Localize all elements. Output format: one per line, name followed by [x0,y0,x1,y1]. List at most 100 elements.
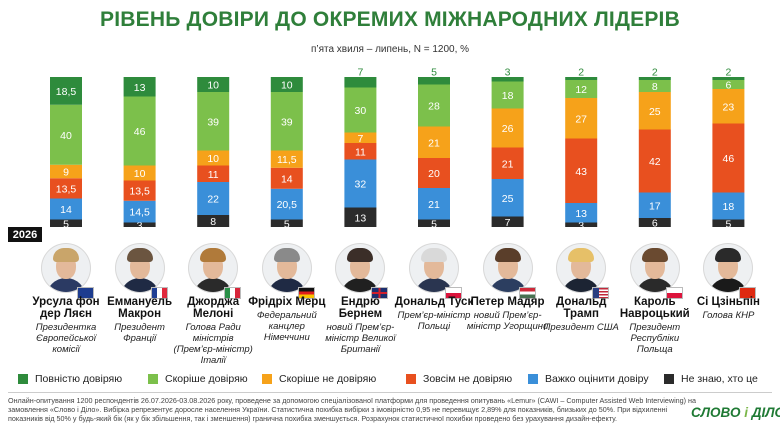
eu-flag-icon [77,287,94,299]
data-label-no_trust-7: 43 [575,166,587,178]
leader-name: Джорджа Мелоні [187,296,240,320]
leader-photo-icon [410,244,458,292]
bar-segment-no_trust-0 [50,178,82,199]
data-label-full_trust-3: 10 [281,80,293,92]
leader-role: новий Прем’єр-міністр Великої Британії [325,322,396,355]
bar-segment-rather_not-1 [123,165,156,181]
legend-label: Важко оцінити довіру [545,373,649,385]
leader-card-1: Еммануель Макрон Президент Франції [98,244,182,344]
data-label-rather_trust-0: 40 [60,130,72,142]
data-label-full_trust-1: 13 [134,82,146,94]
bar-segment-dont_know-1 [123,222,156,227]
data-label-rather_not-8: 25 [649,106,661,118]
photo-hair [421,248,447,262]
data-label-rather_not-1: 10 [134,168,146,180]
data-label-rather_trust-1: 46 [134,126,146,138]
data-label-hard-1: 14,5 [129,207,150,219]
data-label-rather_trust-7: 12 [575,84,587,96]
data-label-rather_trust-3: 39 [281,116,293,128]
data-label-rather_trust-2: 39 [207,116,219,128]
bar-segment-dont_know-5 [418,219,450,227]
bar-segment-rather_trust-4 [344,87,377,133]
bar-segment-full_trust-4 [344,77,377,88]
data-label-no_trust-0: 13,5 [56,183,77,195]
legend-label: Зовсім не довіряю [423,373,513,385]
data-label-dont_know-1: 3 [137,220,143,230]
leader-role: Голова Ради міністрів (Прем’єр-міністр) … [173,322,253,366]
bar-segment-rather_not-4 [344,132,377,143]
bar-segment-hard-3 [270,188,303,220]
slovo-i-dilo-logo: СЛОВО і ДІЛО [691,405,780,420]
bar-segment-rather_trust-5 [418,84,450,127]
data-label-dont_know-0: 5 [63,218,69,230]
data-label-no_trust-2: 11 [208,169,219,181]
bar-segment-rather_trust-7 [565,80,598,98]
bar-segment-rather_not-9 [712,89,745,124]
leader-role: новий Прем’єр-міністр Угорщини [466,310,549,332]
bar-segment-no_trust-9 [712,123,745,193]
leader-photo-icon [630,244,679,292]
uk-flag-icon [371,287,389,299]
cn-flag-icon [739,287,757,299]
bar-segment-full_trust-5 [418,77,450,85]
legend-item-hard: Важко оцінити довіру [528,373,649,385]
logo-text-amp: і [744,405,748,420]
pl-flag-icon [445,287,462,299]
bar-segment-rather_trust-2 [197,92,230,151]
data-label-full_trust-2: 10 [207,80,219,92]
leader-photo-icon [262,244,311,292]
bar-segment-no_trust-4 [344,143,377,160]
bar-segment-hard-0 [50,198,82,220]
photo-hair [126,248,153,262]
bar-segment-hard-6 [491,179,524,217]
photo-body [193,278,234,292]
data-label-full_trust-0: 18,5 [56,86,77,98]
photo-hair [641,248,668,262]
legend-swatch [18,374,28,384]
bar-segment-dont_know-4 [344,207,377,227]
photo-hair [347,248,374,262]
data-label-rather_not-3: 11,5 [277,154,297,166]
bar-segment-rather_trust-9 [712,80,745,89]
bar-segment-rather_not-8 [638,92,671,130]
data-label-no_trust-9: 46 [723,153,735,165]
bar-segment-rather_trust-6 [491,81,524,109]
data-label-hard-2: 22 [207,194,219,206]
data-label-rather_not-7: 27 [575,113,587,125]
data-label-no_trust-4: 11 [355,146,366,158]
data-label-hard-0: 14 [60,204,72,216]
photo-body [634,278,675,292]
photo-hair [273,248,300,262]
leader-card-5: Дональд Туск Прем’єр-міністр Польщі [392,244,476,332]
us-flag-icon [592,287,610,299]
bar-segment-no_trust-7 [565,138,598,203]
data-label-rather_not-4: 7 [357,133,363,145]
bar-segment-rather_trust-1 [123,96,156,166]
data-label-dont_know-2: 8 [210,216,216,228]
bar-segment-full_trust-1 [123,77,156,97]
leader-name: Еммануель Макрон [107,296,173,320]
bar-segment-no_trust-5 [418,158,450,188]
legend-label: Не знаю, хто це [681,373,758,385]
photo-hair [53,248,79,262]
bar-segment-dont_know-6 [491,216,524,227]
leader-name: Сі Цзіньпін [696,296,760,308]
bar-segment-hard-5 [418,188,450,220]
data-label-full_trust-7: 2 [578,67,584,79]
leader-photo-icon [189,244,238,292]
leader-role: Президентка Європейської комісії [35,322,97,355]
bar-segment-rather_not-0 [50,164,82,179]
data-label-full_trust-5: 5 [431,67,437,79]
bar-segment-dont_know-2 [197,215,230,227]
leader-name: Ендрю Бернем [338,296,383,320]
bar-segment-dont_know-3 [270,219,303,227]
bar-segment-rather_trust-0 [50,104,82,165]
data-label-full_trust-8: 2 [652,67,658,79]
footnote: Онлайн-опитування 1200 респондентів 26.0… [8,396,697,424]
leader-card-0: Урсула фон дер Ляєн Президентка Європейсь… [24,244,108,355]
data-label-rather_trust-6: 18 [502,90,514,102]
leader-card-2: Джорджа Мелоні Голова Ради міністрів (Пре… [171,244,255,366]
data-label-dont_know-5: 5 [431,218,437,230]
data-label-dont_know-6: 7 [505,217,511,229]
data-label-full_trust-9: 2 [725,67,731,79]
